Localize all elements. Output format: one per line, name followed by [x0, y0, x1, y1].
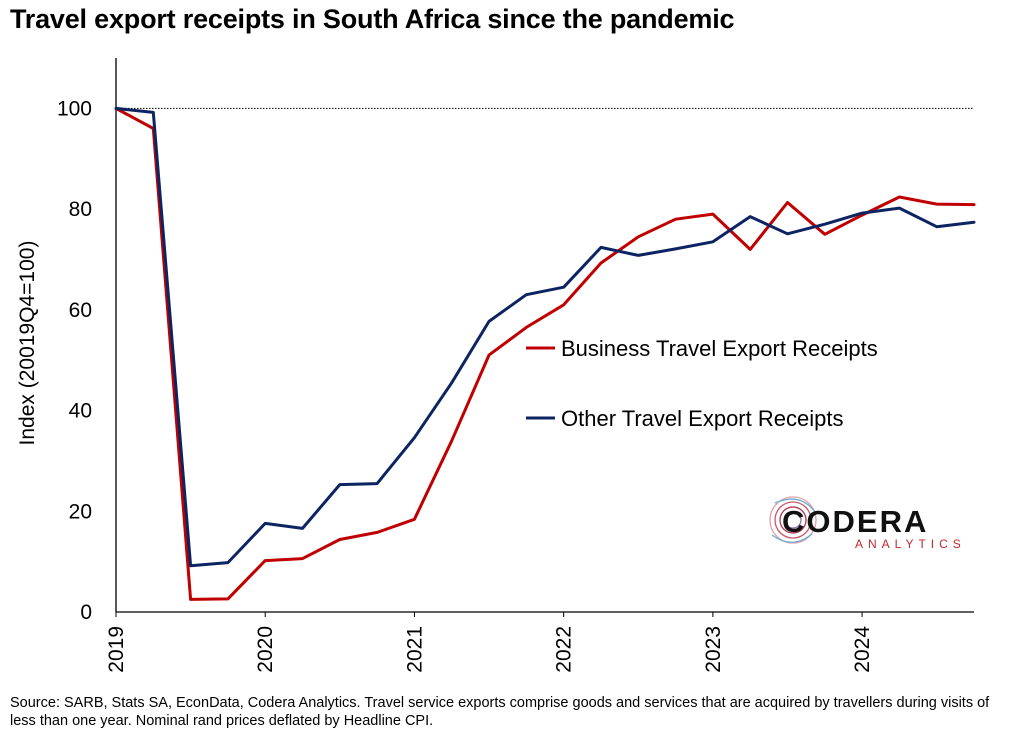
y-tick-label: 40	[69, 400, 92, 423]
series-line-other	[114, 106, 976, 568]
source-note: Source: SARB, Stats SA, EconData, Codera…	[10, 695, 990, 729]
y-tick-label: 100	[57, 97, 92, 120]
y-tick-label: 20	[69, 500, 92, 523]
x-tick-labels: 2019 2020 2021 2022 2023 2024	[105, 612, 874, 673]
y-tick-label: 0	[80, 601, 92, 624]
x-tick-label: 2024	[851, 626, 874, 673]
legend-label-other: Other Travel Export Receipts	[561, 406, 843, 431]
legend-label-business: Business Travel Export Receipts	[561, 336, 878, 361]
x-tick-label: 2022	[553, 626, 576, 673]
x-tick-label: 2023	[702, 626, 725, 673]
x-tick-label: 2021	[403, 626, 426, 673]
x-tick-label: 2020	[254, 626, 277, 673]
series-layer	[114, 106, 976, 601]
y-tick-labels: 0 20 40 60 80 100	[57, 97, 92, 624]
legend: Business Travel Export Receipts Other Tr…	[526, 336, 878, 431]
logo-subtitle: ANALYTICS	[855, 537, 966, 551]
codera-logo: CODERA ANALYTICS	[769, 496, 966, 551]
logo-wordmark: CODERA	[782, 504, 928, 539]
chart-title: Travel export receipts in South Africa s…	[10, 4, 735, 34]
logo-swirl-icon	[769, 496, 817, 544]
y-axis-title: Index (20019Q4=100)	[16, 241, 39, 446]
y-tick-label: 60	[69, 299, 92, 322]
series-line-business	[114, 106, 976, 601]
axes	[115, 58, 974, 613]
y-tick-label: 80	[69, 198, 92, 221]
x-tick-label: 2019	[105, 626, 128, 673]
